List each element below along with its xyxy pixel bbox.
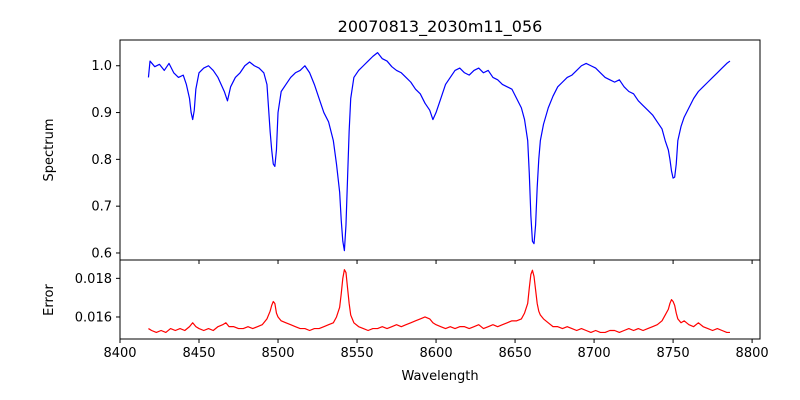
error-line — [148, 269, 730, 334]
error-series — [148, 269, 730, 334]
y-tick-label: 1.0 — [91, 59, 112, 74]
y-tick-label: 0.6 — [91, 246, 112, 261]
spectrum-series — [147, 52, 731, 252]
x-tick-label: 8400 — [103, 346, 136, 361]
y-tick-label: 0.7 — [91, 200, 112, 215]
x-tick-label: 8500 — [261, 346, 294, 361]
error-axes-frame — [119, 259, 761, 340]
x-tick-label: 8800 — [736, 346, 769, 361]
y-tick-label: 0.9 — [91, 106, 112, 121]
chart-title: 20070813_2030m11_056 — [338, 17, 543, 37]
spectrum-x-axis — [119, 260, 753, 264]
x-tick-label: 8600 — [420, 346, 453, 361]
spectrum-line — [147, 52, 731, 252]
y-tick-label: 0.016 — [75, 310, 112, 325]
spectrum-y-axis: 0.6 0.7 0.8 0.9 1.0 — [91, 59, 120, 261]
y-axis-label-error: Error — [42, 284, 57, 316]
y-axis-label-spectrum: Spectrum — [42, 119, 57, 182]
error-x-axis: 8400 8450 8500 8550 8600 8650 8700 8750 8800 — [103, 339, 769, 361]
x-tick-label: 8450 — [182, 346, 215, 361]
x-tick-label: 8700 — [578, 346, 611, 361]
x-tick-label: 8650 — [499, 346, 532, 361]
error-y-axis: 0.016 0.018 — [75, 272, 120, 325]
y-tick-label: 0.8 — [91, 153, 112, 168]
x-tick-label: 8750 — [657, 346, 690, 361]
spectrum-panel: 20070813_2030m11_056 0.6 0.7 0.8 0.9 1.0 Spe… — [42, 17, 761, 264]
x-tick-label: 8550 — [340, 346, 373, 361]
y-tick-label: 0.018 — [75, 272, 112, 287]
x-axis-label: Wavelength — [401, 369, 478, 384]
